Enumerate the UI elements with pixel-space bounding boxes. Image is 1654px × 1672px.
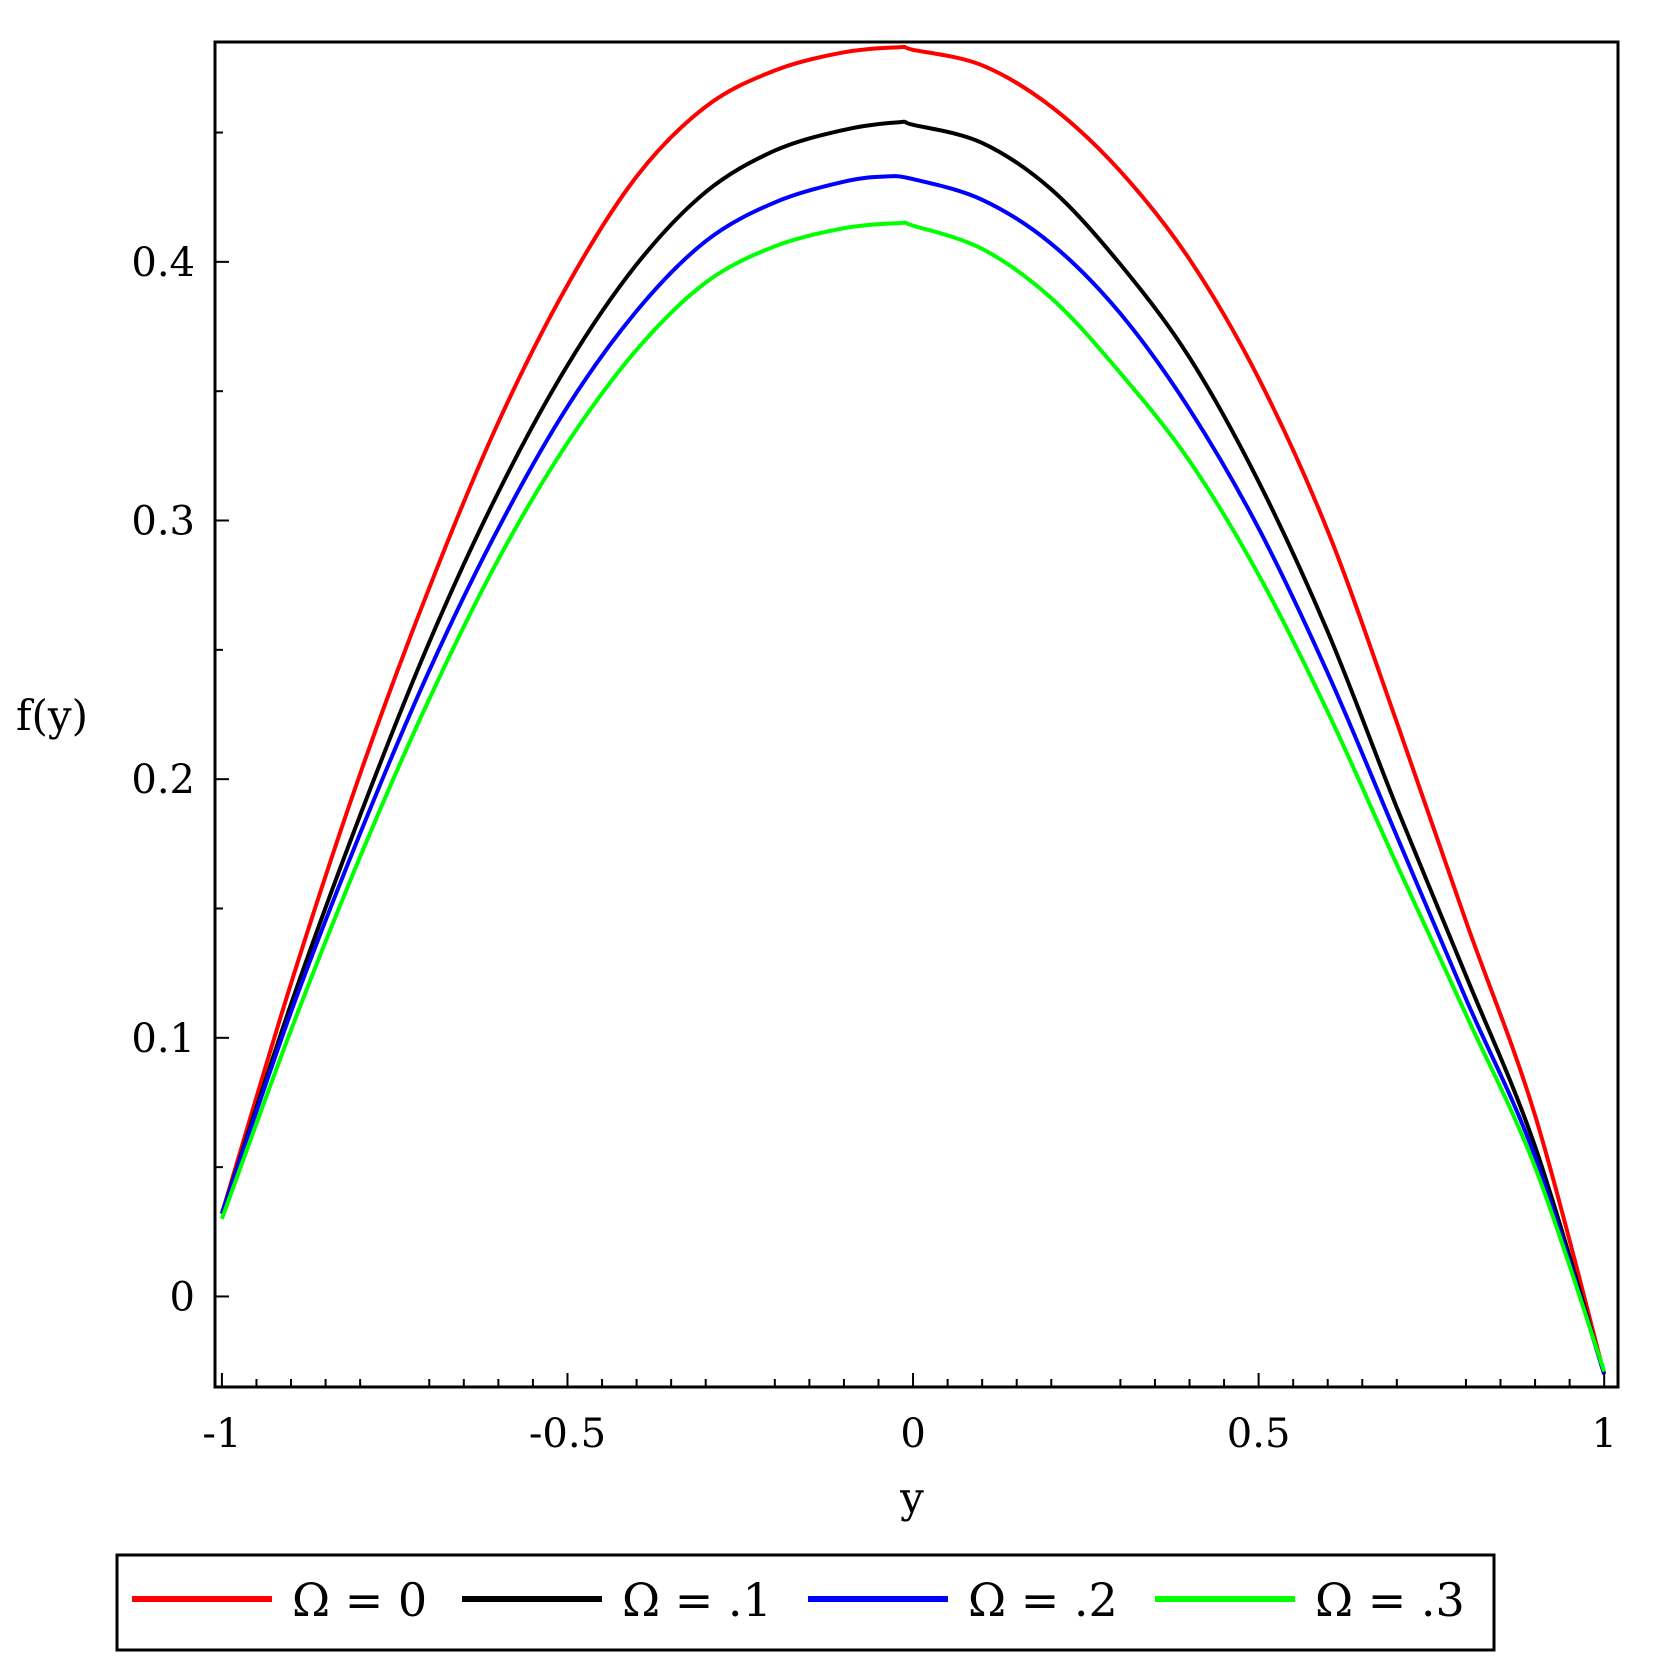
series-line-2 (220, 174, 1607, 1375)
y-tick-label: 0.4 (131, 240, 195, 286)
plot-area (219, 44, 1607, 1375)
plot-frame (213, 40, 1620, 1389)
x-axis-label: y (899, 1473, 924, 1522)
legend-label-2: Ω = .2 (968, 1573, 1118, 1627)
x-tick-label: 0.5 (1227, 1411, 1291, 1457)
x-tick-label: 1 (1591, 1411, 1616, 1457)
x-tick-label: -0.5 (529, 1411, 606, 1457)
legend-label-0: Ω = 0 (292, 1573, 427, 1627)
y-axis-ticks: 0 0.1 0.2 0.3 0.4 (131, 131, 229, 1320)
x-tick-label: -1 (202, 1411, 241, 1457)
legend-frame (115, 1553, 1496, 1652)
series-line-3 (220, 220, 1607, 1373)
legend-label-3: Ω = .3 (1315, 1573, 1465, 1627)
x-tick-label: 0 (900, 1411, 925, 1457)
y-axis-label: f(y) (16, 691, 88, 740)
x-axis-ticks: -1 -0.5 0 0.5 1 (202, 1373, 1617, 1457)
series-line-0 (219, 44, 1607, 1375)
series-line-1 (220, 119, 1607, 1375)
y-tick-label: 0 (170, 1274, 195, 1320)
y-tick-label: 0.1 (131, 1016, 195, 1062)
legend: Ω = 0 Ω = .1 Ω = .2 Ω = .3 (115, 1553, 1496, 1652)
y-tick-label: 0.3 (131, 499, 195, 545)
legend-label-1: Ω = .1 (622, 1573, 772, 1627)
y-tick-label: 0.2 (131, 757, 195, 803)
